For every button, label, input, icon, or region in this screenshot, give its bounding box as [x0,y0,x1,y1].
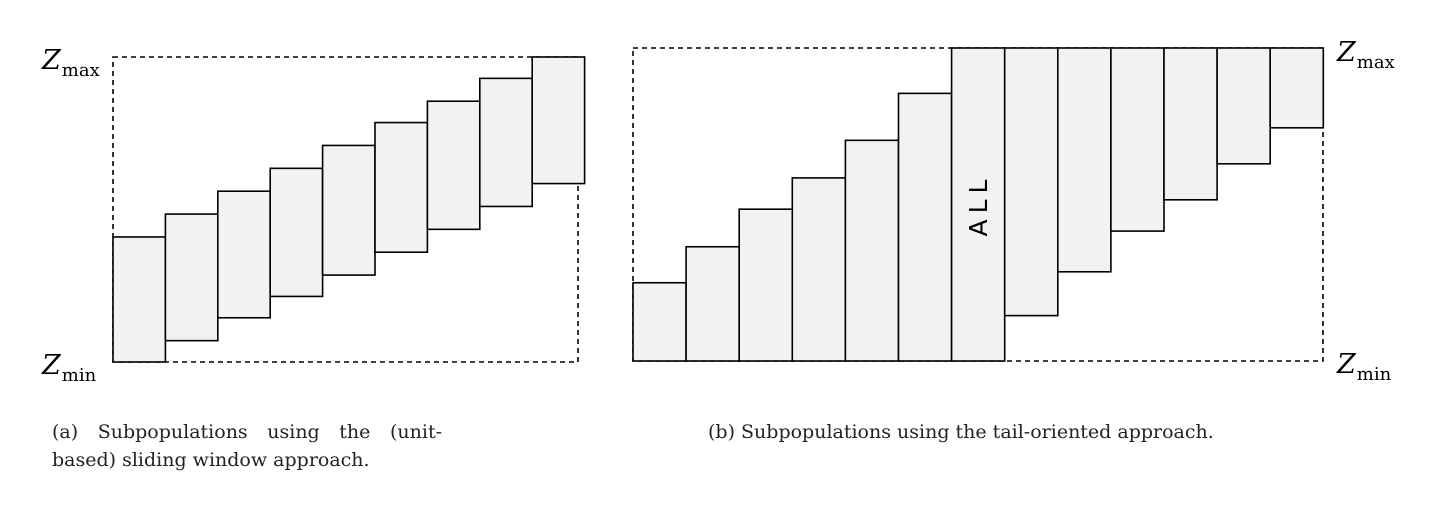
panel-a-zmax-label: Zmax [41,45,100,81]
upper-tail-bar-5 [1216,47,1271,165]
panel-a-windows [112,56,586,363]
lower-tail-bar-4 [791,177,847,362]
upper-tail-bar-1 [1003,47,1059,317]
window-bar-5 [321,144,376,276]
window-bar-1 [112,236,167,363]
lower-tail-bar-1 [632,281,687,362]
panel-a-zmin-label: Zmin [41,350,97,386]
all-label: ALL [964,174,993,237]
caption-a-line1: (a) Subpopulations using the (unit- [52,421,442,443]
caption-a: (a) Subpopulations using the (unit- base… [52,418,442,474]
upper-tail-bar-4 [1163,47,1218,201]
panel-b-tail-oriented: Zmax Zmin ALL [632,37,1395,385]
lower-tail-bar-3 [738,208,794,362]
upper-tail-bar-6 [1269,47,1325,129]
panel-b-subpopulations [632,47,1325,362]
panel-b-zmax-label: Zmax [1336,37,1395,73]
window-bar-3 [217,190,272,319]
window-bar-9 [531,56,586,185]
panel-a-sliding-window: Zmax Zmin [41,45,586,386]
upper-tail-bar-2 [1057,47,1112,273]
lower-tail-bar-2 [685,245,740,362]
lower-tail-bar-6 [897,92,953,362]
caption-b: (b) Subpopulations using the tail-orient… [708,421,1214,443]
panel-a-bounding-box [112,56,579,363]
window-bar-6 [374,121,429,253]
window-bar-8 [478,77,533,208]
window-bar-2 [164,213,219,342]
panel-b-zmin-label: Zmin [1336,349,1392,385]
window-bar-4 [269,167,324,298]
caption-a-line2: based) sliding window approach. [52,449,370,471]
upper-tail-bar-3 [1110,47,1165,232]
window-bar-7 [426,100,481,231]
lower-tail-bar-5 [844,139,900,362]
